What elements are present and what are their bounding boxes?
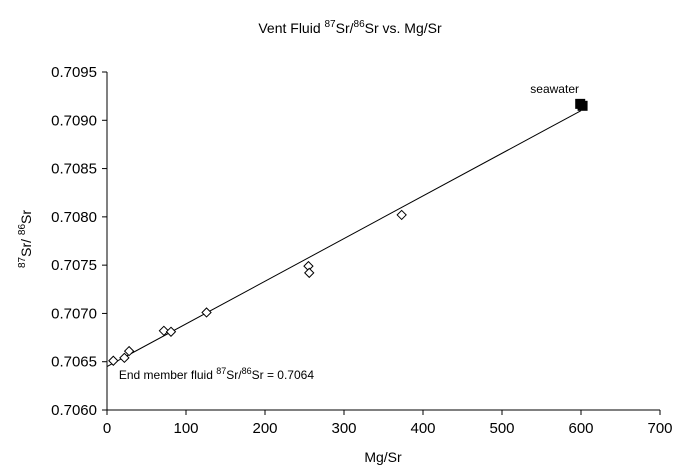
diamond-point [201,307,212,318]
x-tick-label: 100 [173,420,198,437]
x-ticks: 0 100 200 300 400 500 600 700 [103,410,673,437]
x-tick-label: 500 [489,420,514,437]
fit-line [106,110,582,367]
diamond-point [165,326,177,337]
chart-title: Vent Fluid 87Sr/86Sr vs. Mg/Sr [258,19,442,36]
y-tick-label: 0.7090 [51,112,97,129]
y-ticks: 0.7060 0.7065 0.7070 0.7075 0.7080 0.7085 0.70… [51,64,107,419]
diamond-point [158,325,170,337]
seawater-point [577,100,588,111]
seawater-label: seawater [530,82,579,96]
x-axis-title: Mg/Sr [364,449,402,465]
x-tick-label: 300 [331,420,356,437]
x-tick-label: 600 [568,420,593,437]
y-tick-label: 0.7095 [51,64,97,81]
x-tick-label: 200 [252,420,277,437]
y-tick-label: 0.7075 [51,257,97,274]
y-tick-label: 0.7065 [51,354,97,371]
x-tick-label: 700 [647,420,672,437]
diamond-point [108,355,119,366]
x-tick-label: 0 [103,420,111,437]
y-tick-label: 0.7085 [51,161,97,178]
y-tick-label: 0.7070 [51,305,97,322]
diamond-point [304,267,315,279]
y-axis-title: 87Sr/ 86Sr [17,210,34,268]
diamond-point [123,345,135,357]
diamond-point [396,209,407,221]
x-tick-label: 400 [410,420,435,437]
data-points [108,98,588,366]
diamond-point [119,352,130,364]
end-member-label: End member fluid 87Sr/86Sr = 0.7064 [119,366,314,382]
y-tick-label: 0.7080 [51,209,97,226]
y-tick-label: 0.7060 [51,402,97,419]
